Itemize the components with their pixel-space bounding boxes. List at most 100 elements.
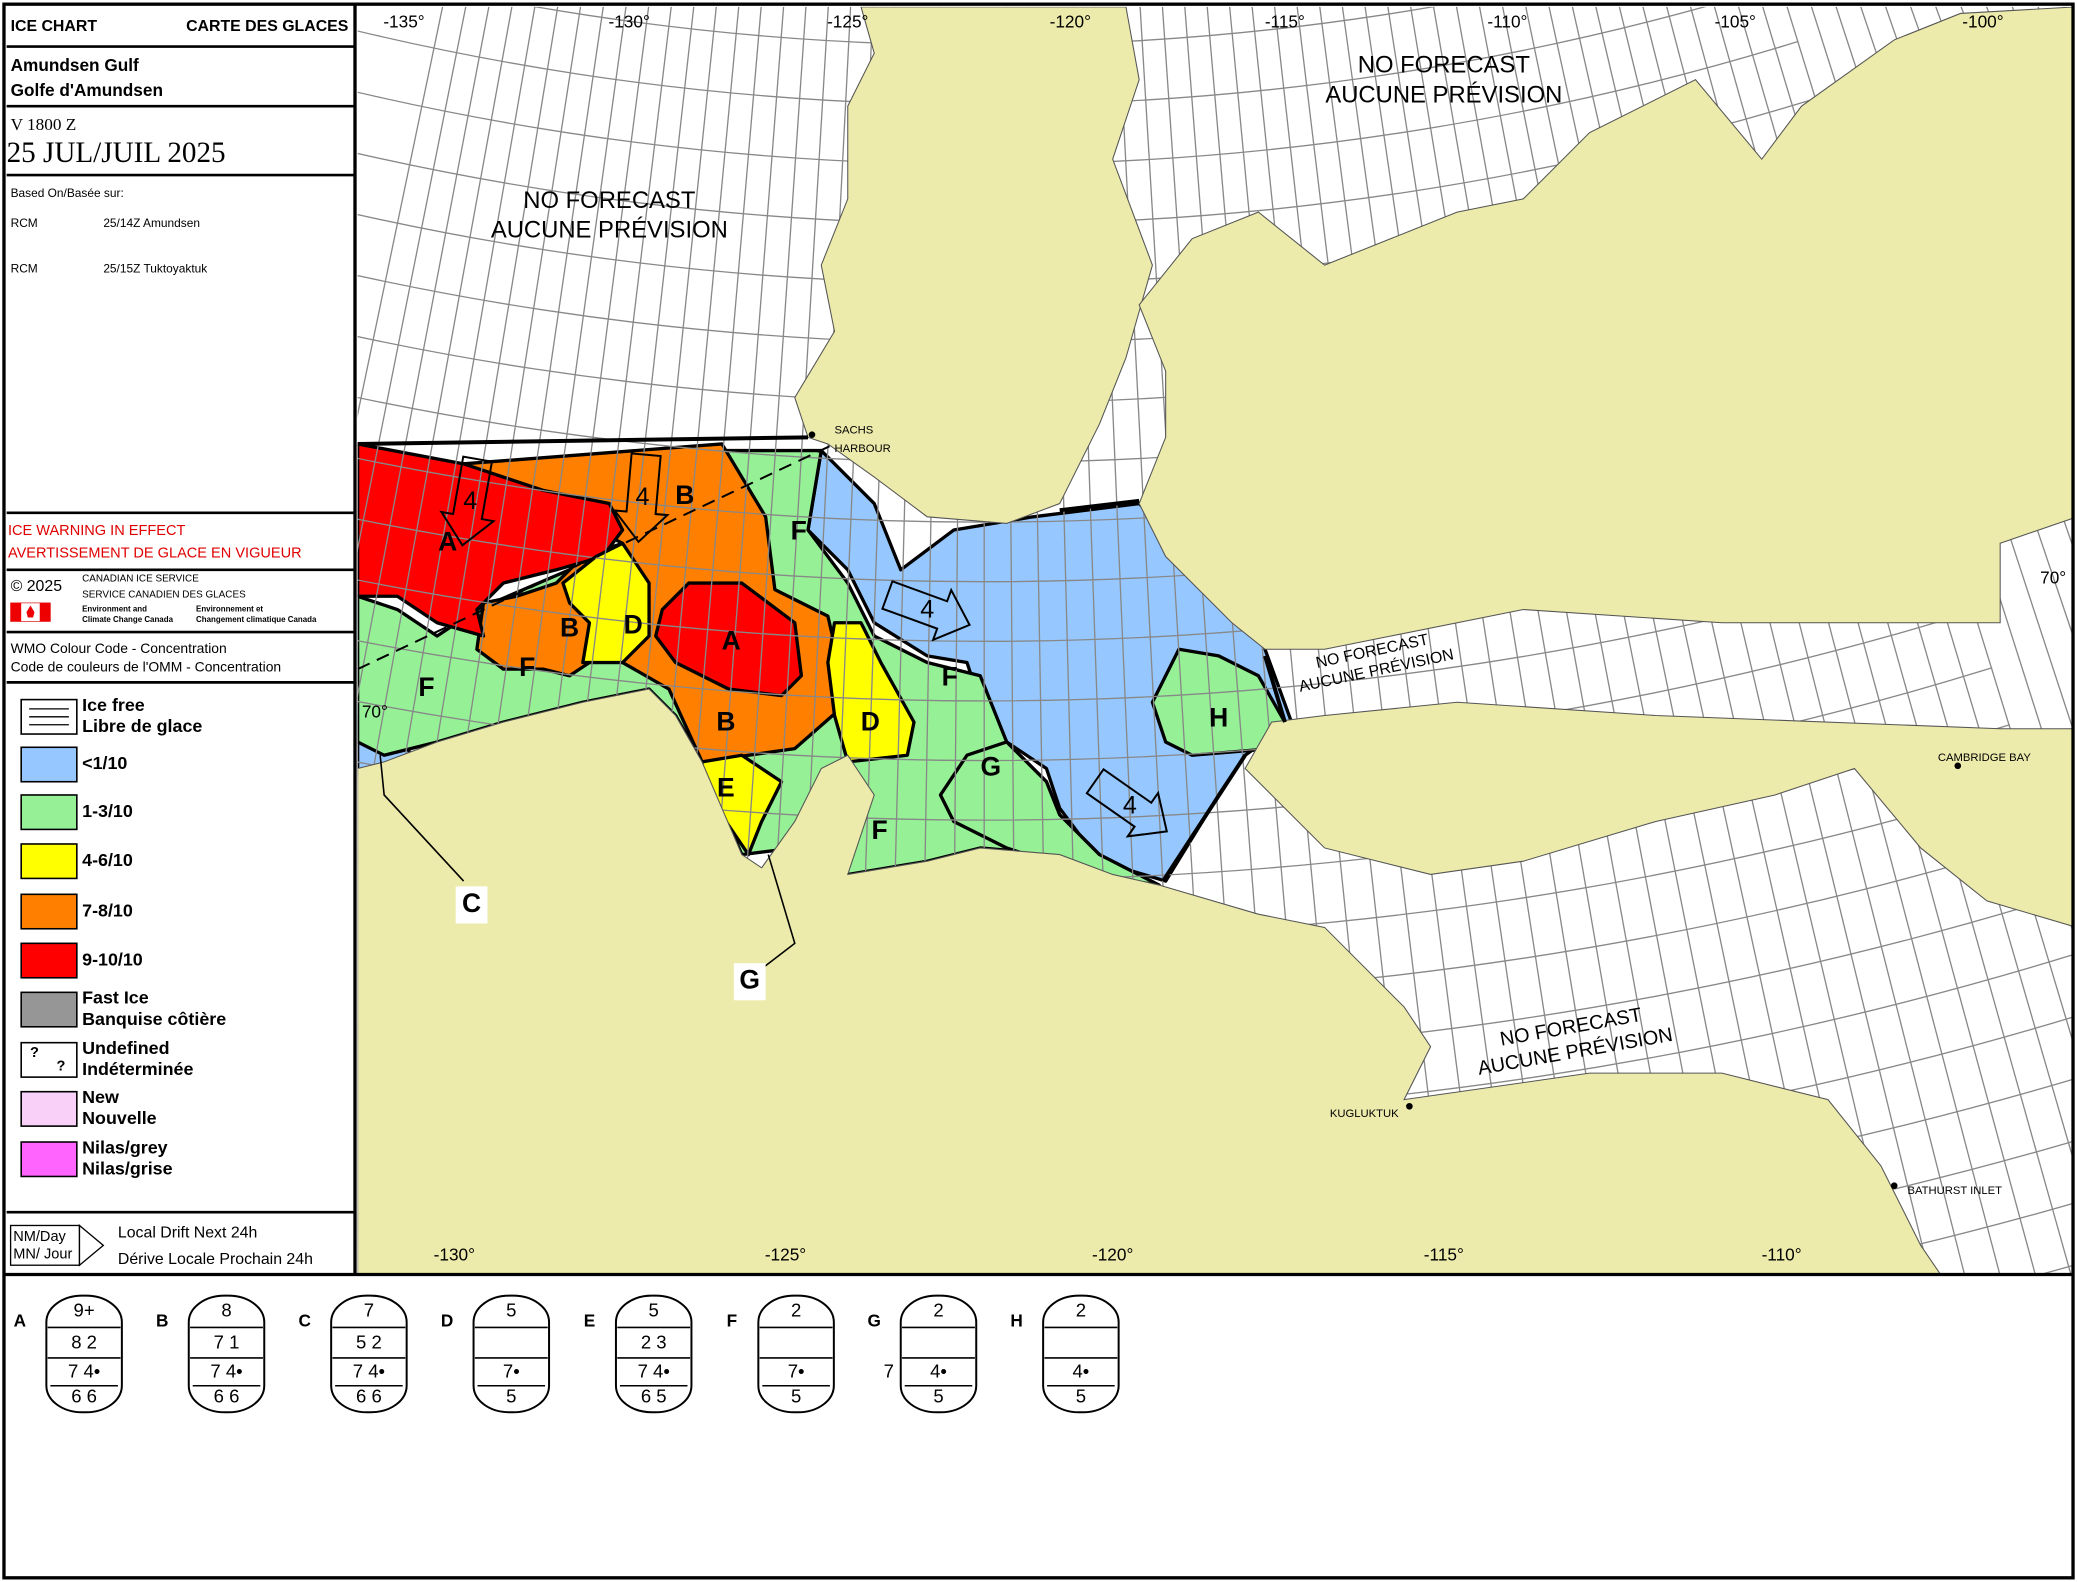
warning-fr: AVERTISSEMENT DE GLACE EN VIGUEUR (8, 546, 302, 562)
egg-form: 5 (933, 1386, 943, 1407)
egg-label: A (14, 1311, 26, 1331)
legend-swatch (20, 794, 78, 831)
drift-arrow (78, 1224, 105, 1267)
egg-stage: 4• (1072, 1360, 1089, 1381)
legend-swatch (20, 843, 78, 880)
egg-form: 6 6 (71, 1386, 97, 1407)
callout-label: G (739, 965, 760, 995)
place-marker (808, 431, 816, 438)
department: Environment and (82, 605, 147, 614)
callout-box (455, 886, 488, 924)
source-sensor: RCM (11, 216, 38, 230)
legend-label: Nouvelle (82, 1108, 157, 1128)
egg (757, 1294, 835, 1414)
drift-arrow (1085, 767, 1169, 838)
legend-swatch (20, 1141, 78, 1178)
flag-bar (39, 602, 51, 622)
egg-stage: 7 4• (210, 1360, 242, 1381)
drift-unit: NM/Day (13, 1229, 66, 1245)
source-detail: 25/15Z Tuktoyaktuk (103, 261, 207, 275)
map: -135° -130° -125° -120° -115° -110° -105° -100°… (357, 6, 2074, 1274)
egg (899, 1294, 978, 1414)
region-label: G (981, 751, 1002, 781)
parallel (357, 610, 1975, 762)
egg-total: 5 (506, 1299, 516, 1320)
region-name-fr: Golfe d'Amundsen (11, 80, 163, 100)
chart-title-fr: CARTE DES GLACES (186, 18, 348, 35)
drift-arrow (612, 452, 670, 544)
longitude-label: -105° (1715, 11, 1756, 31)
side-panel: ICE CHART CARTE DES GLACES Amundsen Gulf Go… (6, 18, 355, 1268)
callout-label: C (462, 888, 481, 918)
longitude-label: -110° (1487, 11, 1527, 31)
region-label: F (942, 661, 958, 691)
egg-form: 6 6 (356, 1386, 382, 1407)
drift-arrow (439, 455, 496, 547)
banks-island (794, 6, 1153, 524)
egg-form: 6 6 (214, 1386, 240, 1407)
region-label: B (560, 612, 579, 642)
egg-stage: 4• (930, 1360, 947, 1381)
legend-symbol: ? (30, 1045, 39, 1061)
agency: CANADIAN ICE SERVICE (82, 574, 199, 585)
meridian (357, 6, 444, 418)
drift-box (9, 1224, 81, 1266)
egg-form: 5 (506, 1386, 516, 1407)
egg-label: D (441, 1311, 453, 1331)
egg (1042, 1294, 1120, 1414)
place-label: BATHURST INLET (1907, 1185, 2002, 1197)
callout-box (733, 963, 766, 1001)
legend-swatch (20, 1090, 78, 1127)
drift-label: Local Drift Next 24h (118, 1225, 257, 1242)
region-label: F (791, 516, 807, 546)
place-marker (1890, 1182, 1898, 1190)
warning: ICE WARNING IN EFFECT (8, 523, 186, 539)
longitude-label: -135° (383, 11, 424, 31)
drift-label-fr: Dérive Locale Prochain 24h (118, 1251, 313, 1268)
place-marker (1406, 1102, 1413, 1110)
region-label: B (716, 706, 735, 736)
place-marker (1954, 762, 1962, 770)
department-fr: Environnement et (196, 605, 263, 614)
legend-title-fr: Code de couleurs de l'OMM - Concentratio… (11, 658, 282, 674)
mainland (357, 688, 1941, 1274)
region-label: D (624, 610, 643, 640)
egg-total: 5 (649, 1299, 659, 1320)
region-label: B (675, 480, 694, 510)
based-on: Based On/Basée sur: (11, 186, 124, 200)
legend-symbol: ? (56, 1058, 65, 1074)
egg-form: 6 5 (641, 1386, 667, 1407)
egg-partials: 5 2 (356, 1331, 382, 1352)
region-label: H (1209, 702, 1228, 732)
legend-swatch (20, 991, 78, 1028)
legend-label: Indéterminée (82, 1059, 193, 1079)
meridian (357, 6, 536, 1035)
egg-label: B (156, 1311, 168, 1331)
legend-label: Nilas/grise (82, 1159, 172, 1179)
callout-line (754, 854, 796, 975)
drift-speed: 4 (920, 595, 934, 623)
egg-label: H (1010, 1311, 1022, 1331)
legend-label: Fast Ice (82, 988, 149, 1008)
legend-label: 7-8/10 (82, 900, 133, 920)
victoria-island (1244, 701, 2074, 927)
legend-label: New (82, 1087, 119, 1107)
department-fr: Changement climatique Canada (196, 615, 317, 624)
legend-label: 1-3/10 (82, 801, 133, 821)
longitude-label: -125° (827, 11, 868, 31)
legend-label: 9-10/10 (82, 949, 143, 969)
legend-label: Undefined (82, 1038, 169, 1058)
no-forecast-label: AUCUNE PRÉVISION (1325, 82, 1562, 109)
egg-partials: 7 1 (214, 1331, 240, 1352)
legend-label: 4-6/10 (82, 850, 133, 870)
longitude-label: -120° (1092, 1244, 1133, 1264)
egg-codes: A 9+ 8 2 7 4• 6 6 B 8 7 1 7 4• 6 6 C 7 5 2 7 4• 6 6 D 5 7… (14, 1294, 1120, 1414)
egg-stage: 7 4• (638, 1360, 670, 1381)
egg (614, 1294, 693, 1414)
chart-date: 25 JUL/JUIL 2025 (7, 137, 226, 169)
region-name: Amundsen Gulf (11, 55, 139, 75)
ice-zone-g (938, 740, 1161, 887)
longitude-label: -115° (1265, 11, 1305, 31)
egg (330, 1294, 408, 1414)
